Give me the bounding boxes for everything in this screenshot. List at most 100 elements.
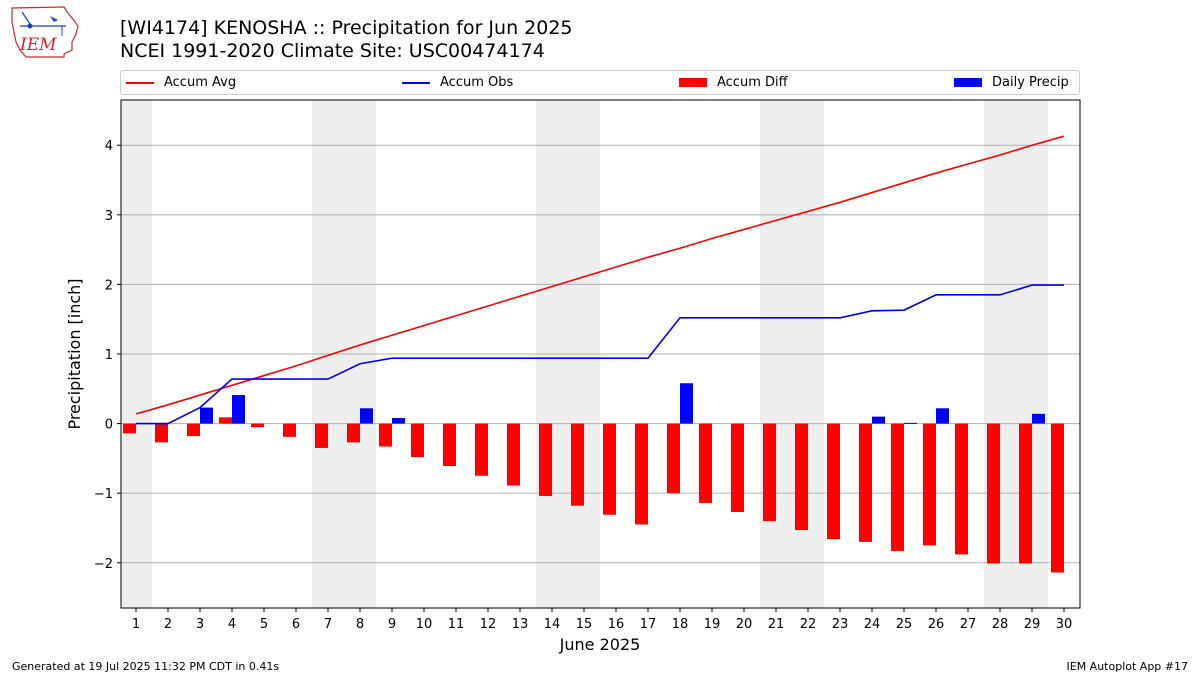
gridlines [121,144,1080,564]
accum-diff-bar [795,423,808,531]
x-tick-label: 2 [164,617,172,632]
accum-diff-bar [539,423,552,496]
accum-diff-bar [923,423,936,546]
accum-diff-bar [827,423,840,540]
accum-avg-line [135,135,1065,415]
logo-text: IEM [19,35,57,55]
accum-diff-bar [155,423,168,443]
iem-logo: IEM [11,6,79,58]
x-tick-label: 13 [512,617,529,632]
x-tick-label: 18 [672,617,689,632]
accum-diff-bar [731,423,744,512]
accum-diff-bar [603,423,616,515]
y-tick-label: 4 [105,139,113,154]
daily-precip-bar [904,422,917,424]
legend-label-accum-obs: Accum Obs [440,75,514,90]
legend-item-accum-avg: Accum Avg [126,71,236,94]
accum-diff-bar [1051,423,1064,573]
accum-diff-bar [219,417,232,424]
daily-precip-bar [1032,413,1045,424]
accum-diff-bar [1019,423,1032,564]
y-tick-label: 0 [105,418,113,433]
accum-diff-bar [123,423,136,434]
legend-swatch-accum-avg [126,81,154,84]
daily-precip-bar [680,383,693,424]
x-tick-label: 3 [196,617,204,632]
x-tick-label: 4 [228,617,236,632]
accum-diff-bar [347,423,360,443]
daily-precip-bar [232,395,245,424]
x-tick-label: 22 [800,617,817,632]
accum-obs-line [136,284,1064,425]
accum-diff-bar [251,423,264,428]
x-tick-label: 6 [292,617,300,632]
legend-label-accum-diff: Accum Diff [717,75,788,90]
daily-precip-bar [936,408,949,424]
accum-diff-bar [667,423,680,494]
accum-diff-bar [443,423,456,467]
accum-diff-bar [475,423,488,476]
x-tick-label: 21 [768,617,785,632]
accum-diff-bar [283,423,296,437]
x-tick-label: 10 [416,617,433,632]
legend-label-accum-avg: Accum Avg [164,75,237,90]
legend-swatch-daily-precip [954,78,982,87]
y-axis-label: Precipitation [inch] [65,278,84,429]
accum-diff-bar [859,423,872,542]
lines [135,135,1065,425]
x-tick-label: 25 [896,617,913,632]
x-tick-label: 9 [388,617,396,632]
x-tick-label: 8 [356,617,364,632]
accum-diff-bar [987,423,1000,564]
legend-label-daily-precip: Daily Precip [992,75,1069,90]
accum-diff-bar [635,423,648,525]
accum-diff-bar [763,423,776,522]
accum-diff-bar [699,423,712,503]
accum-diff-bar [955,423,968,555]
x-tick-label: 5 [260,617,268,632]
accum-diff-bar [507,423,520,486]
y-tick-label: 2 [105,278,113,293]
chart-subtitle: NCEI 1991-2020 Climate Site: USC00474174 [120,40,545,62]
x-tick-label: 27 [960,617,977,632]
accum-diff-bar [379,423,392,447]
x-tick-label: 1 [132,617,140,632]
x-tick-label: 20 [736,617,753,632]
y-tick-label: 1 [105,348,113,363]
x-tick-label: 30 [1056,617,1073,632]
x-tick-label: 7 [324,617,332,632]
daily-precip-bar [360,408,373,424]
legend-item-accum-diff: Accum Diff [679,71,788,94]
legend-item-daily-precip: Daily Precip [954,71,1069,94]
accum-diff-bar [187,423,200,437]
x-tick-label: 28 [992,617,1009,632]
x-tick-label: 29 [1024,617,1041,632]
x-axis-label: June 2025 [559,635,641,654]
y-tick-label: −2 [94,557,113,572]
x-tick-label: 11 [448,617,465,632]
accum-diff-bar [411,423,424,457]
legend-swatch-accum-obs [402,81,430,84]
y-tick-label: 3 [105,209,113,224]
footer-app: IEM Autoplot App #17 [1066,660,1189,673]
x-tick-label: 16 [608,617,625,632]
plot-frame [120,99,1081,609]
x-tick-label: 23 [832,617,849,632]
x-tick-label: 19 [704,617,721,632]
accum-diff-bar [315,423,328,448]
footer-generated: Generated at 19 Jul 2025 11:32 PM CDT in… [12,660,280,673]
x-tick-label: 12 [480,617,497,632]
daily-precip-bar [392,418,405,424]
legend-item-accum-obs: Accum Obs [402,71,513,94]
y-tick-label: −1 [94,487,113,502]
accum-diff-bar [891,423,904,551]
x-tick-label: 14 [544,617,561,632]
x-tick-label: 15 [576,617,593,632]
daily-precip-bar [872,416,885,424]
legend-swatch-accum-diff [679,78,707,87]
bars [123,383,1064,573]
x-tick-label: 17 [640,617,657,632]
accum-diff-bar [571,423,584,506]
